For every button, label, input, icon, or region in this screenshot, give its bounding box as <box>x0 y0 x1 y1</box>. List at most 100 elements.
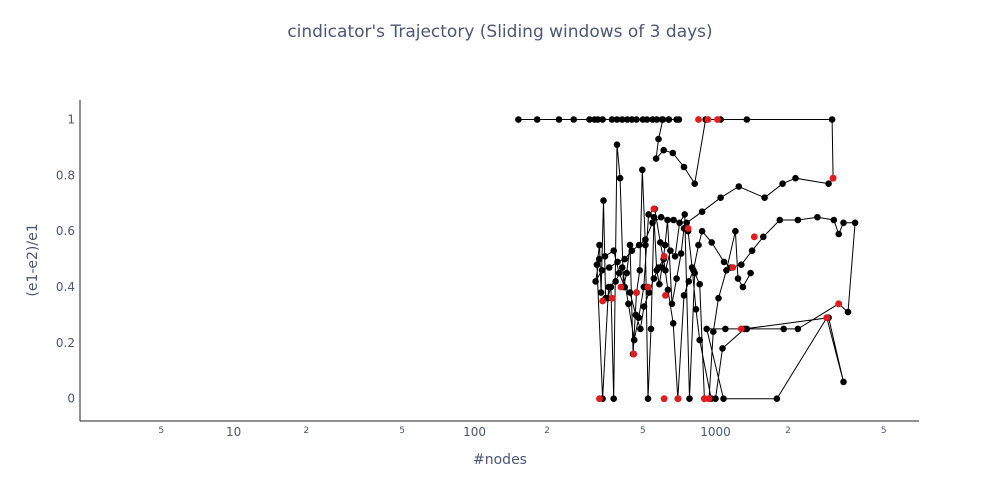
highlight-point <box>823 314 830 321</box>
data-point <box>515 116 522 123</box>
y-tick-label: 0 <box>67 392 75 406</box>
data-point <box>831 217 838 224</box>
data-point <box>570 116 577 123</box>
data-point <box>710 328 717 335</box>
data-point <box>740 284 747 291</box>
x-tick-label: 100 <box>463 425 486 439</box>
data-point <box>744 116 751 123</box>
x-tick-label: 5 <box>399 426 405 436</box>
highlight-point <box>706 395 713 402</box>
highlight-point <box>729 264 736 271</box>
data-point <box>672 253 679 260</box>
data-point <box>749 247 756 254</box>
data-point <box>651 275 658 282</box>
data-point <box>696 281 703 288</box>
x-tick-label: 1000 <box>700 425 731 439</box>
x-axis-title: #nodes <box>473 452 527 468</box>
data-point <box>619 264 626 271</box>
data-point <box>664 217 671 224</box>
highlight-point <box>661 253 668 260</box>
data-point <box>669 301 676 308</box>
data-point <box>738 261 745 268</box>
data-point <box>681 292 688 299</box>
data-point <box>670 217 677 224</box>
data-point <box>777 217 784 224</box>
data-point <box>735 275 742 282</box>
x-tick-label: 5 <box>640 426 646 436</box>
highlight-point <box>830 175 837 182</box>
data-point <box>610 247 617 254</box>
data-point <box>681 164 688 171</box>
x-tick-label: 5 <box>881 426 887 436</box>
data-point <box>592 278 599 285</box>
data-point <box>852 220 859 227</box>
data-point <box>599 267 606 274</box>
data-point <box>792 175 799 182</box>
data-point <box>760 234 767 241</box>
data-point <box>627 242 634 249</box>
data-point <box>779 180 786 187</box>
data-point <box>691 180 698 187</box>
data-point <box>598 289 605 296</box>
highlight-point <box>695 116 702 123</box>
data-point <box>637 326 644 333</box>
data-point <box>617 175 624 182</box>
data-point <box>653 155 660 162</box>
highlight-point <box>705 116 712 123</box>
data-point <box>676 116 683 123</box>
data-point <box>699 208 706 215</box>
data-point <box>655 136 662 143</box>
data-point <box>641 303 648 310</box>
data-point <box>747 270 754 277</box>
data-point <box>645 211 652 218</box>
data-point <box>840 379 847 386</box>
data-point <box>720 395 727 402</box>
data-point <box>686 395 693 402</box>
data-point <box>715 295 722 302</box>
data-point <box>662 267 669 274</box>
y-tick-label: 0.8 <box>56 168 75 182</box>
data-points <box>515 116 858 402</box>
x-tick-label: 10 <box>226 425 241 439</box>
data-point <box>845 309 852 316</box>
highlight-point <box>835 300 842 307</box>
data-point <box>594 261 601 268</box>
data-point <box>612 278 619 285</box>
highlight-point <box>633 289 640 296</box>
data-point <box>708 239 715 246</box>
data-point <box>610 395 617 402</box>
x-tick-label: 2 <box>544 426 550 436</box>
x-tick-label: 5 <box>158 426 164 436</box>
data-point <box>637 267 644 274</box>
data-point <box>667 247 674 254</box>
trajectory-line <box>518 120 855 399</box>
data-point <box>657 239 664 246</box>
highlight-point <box>751 233 758 240</box>
data-point <box>606 264 613 271</box>
data-point <box>658 214 665 221</box>
data-point <box>635 314 642 321</box>
data-point <box>645 395 652 402</box>
data-point <box>695 242 702 249</box>
highlight-point <box>599 298 606 305</box>
data-point <box>689 264 696 271</box>
data-point <box>653 267 660 274</box>
data-point <box>602 253 609 260</box>
data-point <box>686 278 693 285</box>
data-point <box>676 220 683 227</box>
data-point <box>840 220 847 227</box>
data-point <box>696 337 703 344</box>
y-axis-ticks: 0 0.2 0.4 0.6 0.8 1 <box>56 113 75 406</box>
highlight-point <box>675 395 682 402</box>
y-tick-label: 1 <box>67 113 75 127</box>
data-point <box>600 197 607 204</box>
highlight-point <box>645 284 652 291</box>
data-point <box>736 183 743 190</box>
highlight-point <box>609 295 616 302</box>
data-point <box>623 270 630 277</box>
highlight-point <box>685 225 692 232</box>
data-point <box>633 116 640 123</box>
data-point <box>722 326 729 333</box>
data-point <box>699 228 706 235</box>
